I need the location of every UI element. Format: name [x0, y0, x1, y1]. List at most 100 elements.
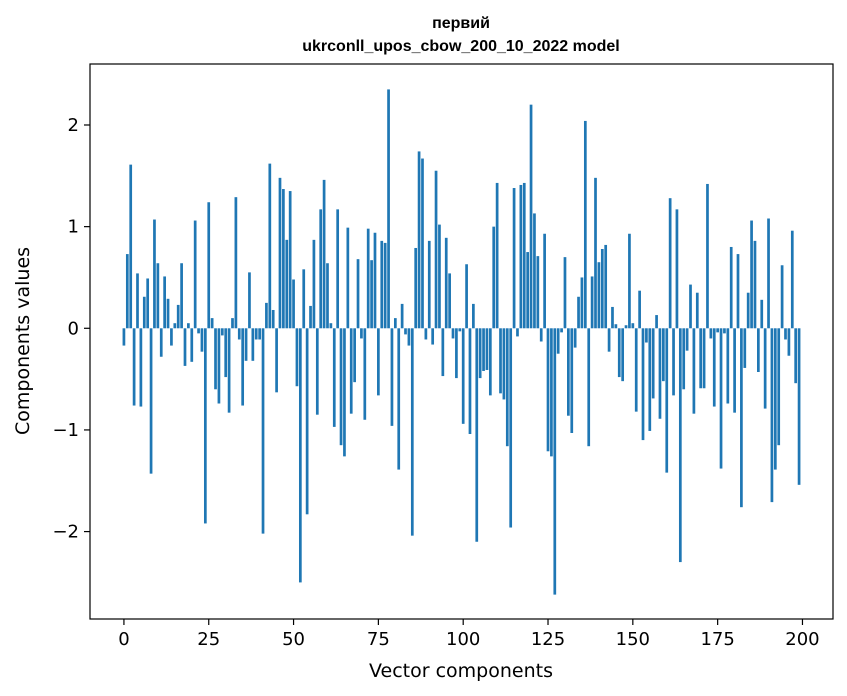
bar [706, 183, 709, 329]
bar [485, 328, 489, 370]
bar [322, 179, 326, 329]
bar [227, 328, 231, 413]
x-tick-label: 25 [197, 629, 220, 650]
plot-frame [89, 63, 834, 620]
bar [716, 328, 719, 333]
bar [197, 328, 200, 334]
bar [472, 303, 475, 329]
bar [332, 328, 336, 427]
bar [529, 104, 533, 329]
bar [794, 328, 798, 384]
bar [237, 328, 241, 340]
bar [139, 328, 143, 407]
x-tick-label: 100 [446, 629, 480, 650]
bar [136, 273, 139, 329]
bar [441, 328, 445, 377]
bar [648, 328, 652, 431]
bar [346, 227, 350, 329]
bar [180, 263, 183, 329]
bar [488, 328, 492, 396]
bar [729, 246, 733, 329]
bar [645, 328, 648, 343]
bar [617, 328, 621, 378]
bar [268, 163, 272, 329]
bar [410, 328, 414, 536]
bar [424, 328, 428, 340]
bar [315, 328, 319, 415]
bar [502, 328, 506, 400]
bar [519, 184, 523, 329]
y-tick-label: −1 [52, 420, 79, 441]
bar [363, 328, 367, 420]
bar [390, 328, 394, 426]
bar [451, 328, 455, 339]
bar [302, 269, 306, 329]
bar [251, 328, 255, 361]
x-tick-label: 125 [531, 629, 565, 650]
bar [458, 328, 462, 332]
bar [590, 276, 594, 329]
bar [475, 328, 479, 542]
bar [312, 239, 316, 329]
bar [349, 328, 353, 414]
bar [427, 240, 431, 329]
bars-group [122, 89, 801, 595]
bar [621, 328, 625, 382]
bar [292, 279, 295, 329]
bar [431, 328, 435, 345]
bar [695, 292, 699, 329]
chart-title: первий [432, 15, 490, 32]
bar [668, 198, 672, 329]
bar [570, 328, 574, 433]
x-tick-label: 50 [282, 629, 305, 650]
bar [193, 220, 197, 329]
bar [641, 328, 645, 441]
bar [482, 328, 485, 371]
bar [662, 328, 665, 382]
bar [414, 247, 418, 329]
bar [434, 170, 438, 329]
bar [604, 244, 608, 329]
x-tick-label: 150 [616, 629, 650, 650]
bar [254, 328, 258, 340]
bar [275, 328, 278, 393]
bar [353, 328, 356, 383]
bar [400, 303, 404, 329]
bar [763, 328, 767, 409]
bar [319, 209, 323, 329]
bar [733, 328, 736, 413]
x-tick-label: 0 [118, 629, 129, 650]
bar [699, 328, 703, 389]
y-tick-label: 0 [68, 318, 79, 339]
bar [767, 218, 770, 329]
bar [397, 328, 401, 470]
bar [573, 328, 577, 348]
bar [753, 240, 757, 329]
bar [366, 228, 370, 329]
bar [784, 328, 787, 340]
bar [587, 328, 591, 447]
bar [122, 328, 126, 346]
bar [692, 328, 696, 414]
bar [628, 233, 631, 329]
bar [210, 318, 214, 329]
bar [624, 325, 628, 329]
bar [689, 284, 692, 329]
y-tick-label: 1 [68, 217, 79, 238]
bar [678, 328, 682, 563]
bar [512, 188, 516, 329]
bar [760, 299, 764, 329]
bar [492, 226, 496, 329]
bar [187, 323, 190, 329]
bar [780, 265, 784, 329]
y-tick-label: 2 [68, 115, 79, 136]
bar [377, 328, 380, 396]
bar [614, 324, 618, 329]
bar [207, 202, 211, 329]
bar [563, 257, 567, 329]
bar [200, 328, 204, 352]
bar [356, 259, 360, 329]
bar [556, 328, 560, 354]
bar [173, 323, 177, 329]
